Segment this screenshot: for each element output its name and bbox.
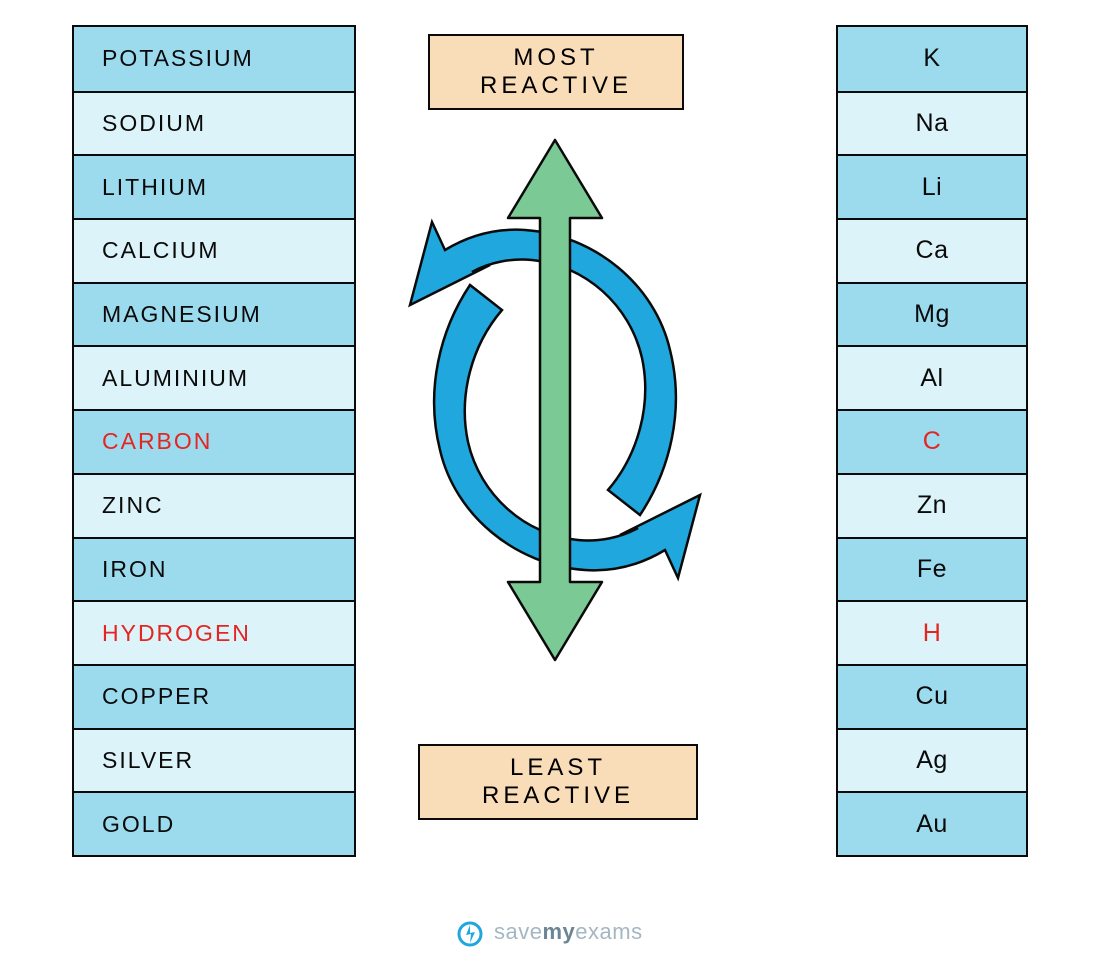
- element-symbol-cell: Zn: [838, 473, 1026, 537]
- reactivity-series-diagram: POTASSIUMSODIUMLITHIUMCALCIUMMAGNESIUMAL…: [0, 0, 1100, 975]
- element-name-cell: LITHIUM: [74, 154, 354, 218]
- center-graphic: [380, 130, 730, 670]
- element-name-cell: ZINC: [74, 473, 354, 537]
- double-arrow-icon: [508, 140, 602, 660]
- element-name-cell: SILVER: [74, 728, 354, 792]
- least-reactive-label: LEAST REACTIVE: [418, 744, 698, 820]
- element-name-cell: MAGNESIUM: [74, 282, 354, 346]
- element-name-cell: ALUMINIUM: [74, 345, 354, 409]
- element-symbol-cell: Au: [838, 791, 1026, 855]
- element-symbol-cell: K: [838, 27, 1026, 91]
- element-symbol-cell: Li: [838, 154, 1026, 218]
- element-symbol-cell: Mg: [838, 282, 1026, 346]
- element-names-column: POTASSIUMSODIUMLITHIUMCALCIUMMAGNESIUMAL…: [72, 25, 356, 857]
- element-symbol-cell: H: [838, 600, 1026, 664]
- brand-text-bold: my: [543, 919, 576, 944]
- element-name-cell: SODIUM: [74, 91, 354, 155]
- brand-text-prefix: save: [494, 919, 542, 944]
- element-name-cell: IRON: [74, 537, 354, 601]
- element-name-cell: POTASSIUM: [74, 27, 354, 91]
- element-symbol-cell: Fe: [838, 537, 1026, 601]
- element-symbols-column: KNaLiCaMgAlCZnFeHCuAgAu: [836, 25, 1028, 857]
- element-name-cell: CALCIUM: [74, 218, 354, 282]
- element-symbol-cell: Ag: [838, 728, 1026, 792]
- most-reactive-label: MOST REACTIVE: [428, 34, 684, 110]
- element-symbol-cell: Al: [838, 345, 1026, 409]
- element-symbol-cell: Ca: [838, 218, 1026, 282]
- element-symbol-cell: Cu: [838, 664, 1026, 728]
- brand-logo-icon: [457, 921, 483, 947]
- element-name-cell: HYDROGEN: [74, 600, 354, 664]
- element-name-cell: GOLD: [74, 791, 354, 855]
- brand-footer: savemyexams: [0, 919, 1100, 947]
- element-name-cell: COPPER: [74, 664, 354, 728]
- brand-text-suffix: exams: [575, 919, 642, 944]
- element-symbol-cell: Na: [838, 91, 1026, 155]
- element-name-cell: CARBON: [74, 409, 354, 473]
- element-symbol-cell: C: [838, 409, 1026, 473]
